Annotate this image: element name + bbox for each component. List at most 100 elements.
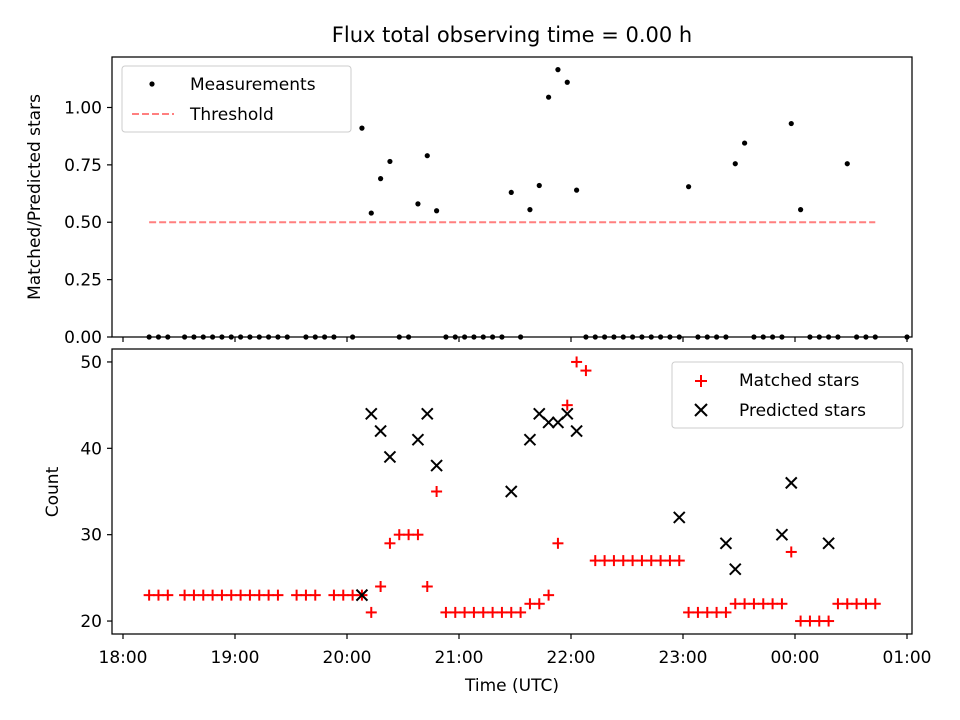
matched-star-point xyxy=(515,606,527,618)
measurement-point xyxy=(686,184,692,190)
matched-star-point xyxy=(552,537,564,549)
predicted-star-point xyxy=(505,485,518,498)
matched-star-point xyxy=(636,555,648,567)
matched-star-point xyxy=(365,606,377,618)
matched-star-point xyxy=(655,555,667,567)
bottom-x-tick-label: 22:00 xyxy=(547,648,596,668)
matched-star-point xyxy=(617,555,629,567)
matched-star-point xyxy=(477,606,489,618)
measurement-point xyxy=(527,207,533,213)
bottom-y-ticks: 20 30 40 50 xyxy=(80,353,112,632)
predicted-star-point xyxy=(673,511,686,524)
matched-star-point xyxy=(309,589,321,601)
matched-star-point xyxy=(543,589,555,601)
bottom-x-tick-label: 01:00 xyxy=(883,648,932,668)
matched-star-point xyxy=(776,598,788,610)
matched-star-point xyxy=(421,581,433,592)
predicted-star-point xyxy=(775,528,789,541)
matched-star-point xyxy=(216,589,228,601)
bottom-x-tick-label: 23:00 xyxy=(659,648,708,668)
predicted-star-point xyxy=(421,407,434,420)
predicted-star-point xyxy=(561,407,574,420)
matched-star-point xyxy=(496,606,508,618)
predicted-legend-marker xyxy=(694,403,708,417)
top-legend-box xyxy=(121,65,352,133)
matched-star-point xyxy=(823,615,835,627)
measurement-point xyxy=(546,94,552,100)
matched-star-point xyxy=(645,555,657,567)
top-y-tick-label: 0.00 xyxy=(64,328,102,348)
bottom-axes-frame xyxy=(111,348,913,635)
bottom-x-tick-label: 00:00 xyxy=(771,648,820,668)
matched-star-point xyxy=(524,598,536,610)
matched-star-point xyxy=(412,529,424,541)
matched-star-point xyxy=(152,589,164,601)
matched-star-point xyxy=(459,606,471,618)
bottom-plot-area xyxy=(143,356,881,627)
top-x-ticks xyxy=(122,337,908,342)
matched-star-point xyxy=(599,555,611,567)
legend-measurements-label: Measurements xyxy=(190,75,316,95)
measurement-point xyxy=(798,207,804,213)
bottom-legend: Matched stars Predicted stars xyxy=(671,361,904,429)
matched-star-point xyxy=(197,589,209,601)
measurement-point xyxy=(378,176,384,182)
bottom-x-tick-label: 19:00 xyxy=(211,648,260,668)
matched-star-point xyxy=(664,555,676,567)
matched-star-point xyxy=(720,606,732,618)
measurement-point xyxy=(387,158,393,165)
predicted-star-point xyxy=(383,450,397,464)
matched-star-point xyxy=(440,606,452,618)
matched-star-point xyxy=(179,589,191,601)
matched-star-point xyxy=(767,598,779,610)
bottom-y-tick-label: 20 xyxy=(80,612,102,632)
bottom-x-tick-label: 20:00 xyxy=(323,648,372,668)
matched-star-point xyxy=(561,399,573,411)
measurement-point xyxy=(368,210,374,216)
measurement-point xyxy=(508,189,514,196)
measurement-point xyxy=(424,153,430,159)
legend-matched-label: Matched stars xyxy=(739,371,859,391)
bottom-legend-box xyxy=(671,361,904,429)
measurement-point xyxy=(536,182,542,189)
figure-title: Flux total observing time = 0.00 h xyxy=(332,23,692,47)
matched-star-point xyxy=(795,615,807,627)
matched-star-point xyxy=(813,615,825,627)
measurement-point xyxy=(359,125,365,131)
top-y-tick-label: 1.00 xyxy=(64,98,102,118)
measurement-point xyxy=(844,161,850,167)
measurements-legend-marker xyxy=(149,81,155,87)
matched-star-point xyxy=(785,546,797,558)
measurement-point xyxy=(415,201,421,207)
matched-star-point xyxy=(739,598,751,610)
predicted-star-point xyxy=(542,416,555,429)
matched-star-point xyxy=(291,589,303,601)
matched-star-point xyxy=(673,555,685,567)
measurement-point xyxy=(732,161,738,167)
matched-star-point xyxy=(300,589,312,601)
top-y-tick-label: 0.75 xyxy=(64,156,102,176)
matched-star-point xyxy=(207,589,219,601)
matched-star-point xyxy=(431,486,443,497)
matched-star-point xyxy=(162,589,174,601)
matched-star-point xyxy=(468,606,480,618)
bottom-y-axis-label: Count xyxy=(43,466,63,517)
measurement-point xyxy=(555,67,561,73)
matched-star-point xyxy=(337,589,349,601)
matched-star-point xyxy=(244,589,256,601)
predicted-star-point xyxy=(365,407,378,420)
predicted-star-point xyxy=(411,433,425,446)
predicted-star-point xyxy=(570,424,583,438)
top-y-axis-label: Matched/Predicted stars xyxy=(25,94,45,300)
matched-star-point xyxy=(347,589,359,601)
measurement-point xyxy=(434,208,440,214)
bottom-axes: 20 30 40 50 18:00 19:00 20:00 21:00 22:00 23:00 0… xyxy=(43,348,932,696)
measurement-point xyxy=(564,79,570,85)
predicted-star-point xyxy=(822,537,835,550)
bottom-x-tick-label: 21:00 xyxy=(435,648,484,668)
matched-star-point xyxy=(505,606,517,618)
matched-star-point xyxy=(449,606,461,618)
matched-star-point xyxy=(384,537,396,549)
top-y-tick-label: 0.50 xyxy=(64,213,102,233)
